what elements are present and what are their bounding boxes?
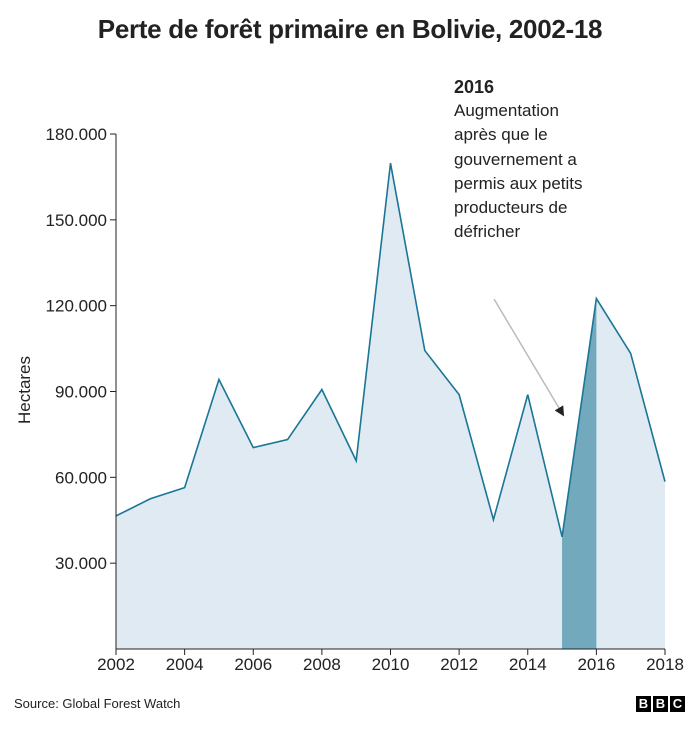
area-path [116, 163, 665, 649]
y-tick-label: 150.000 [46, 211, 107, 230]
y-tick-label: 60.000 [55, 468, 107, 487]
x-tick-label: 2008 [303, 655, 341, 674]
annotation-year: 2016 [454, 77, 495, 97]
source-note: Source: Global Forest Watch [14, 696, 181, 711]
x-tick-label: 2014 [509, 655, 547, 674]
x-tick-label: 2018 [646, 655, 684, 674]
x-tick-label: 2004 [166, 655, 204, 674]
axes: 30.000 60.000 90.000 120.000 150.000 180.000 2… [46, 125, 684, 674]
y-axis-label: Hectares [15, 356, 34, 424]
highlight-2015-2016 [562, 298, 597, 649]
y-tick-label: 120.000 [46, 297, 107, 316]
line-path [115, 163, 666, 538]
bbc-logo-b2: B [653, 696, 668, 712]
annotation-text: Augmentation après que le gouvernement a… [454, 101, 583, 242]
bbc-logo-b1: B [636, 696, 651, 712]
data-line [115, 163, 666, 538]
area-fill [116, 163, 665, 649]
y-tick-label: 180.000 [46, 125, 107, 144]
annotation-2016: 2016 Augmentation après que le gouvernem… [454, 75, 594, 244]
x-tick-label: 2002 [97, 655, 135, 674]
bbc-logo: B B C [636, 696, 685, 712]
x-tick-label: 2006 [234, 655, 272, 674]
annotation-arrow [493, 298, 565, 417]
x-tick-label: 2012 [440, 655, 478, 674]
y-tick-label: 90.000 [55, 383, 107, 402]
x-tick-label: 2016 [577, 655, 615, 674]
highlight-path [562, 298, 597, 649]
bbc-logo-c: C [670, 696, 685, 712]
y-tick-label: 30.000 [55, 554, 107, 573]
chart-title: Perte de forêt primaire en Bolivie, 2002… [97, 14, 603, 44]
x-tick-label: 2010 [372, 655, 410, 674]
